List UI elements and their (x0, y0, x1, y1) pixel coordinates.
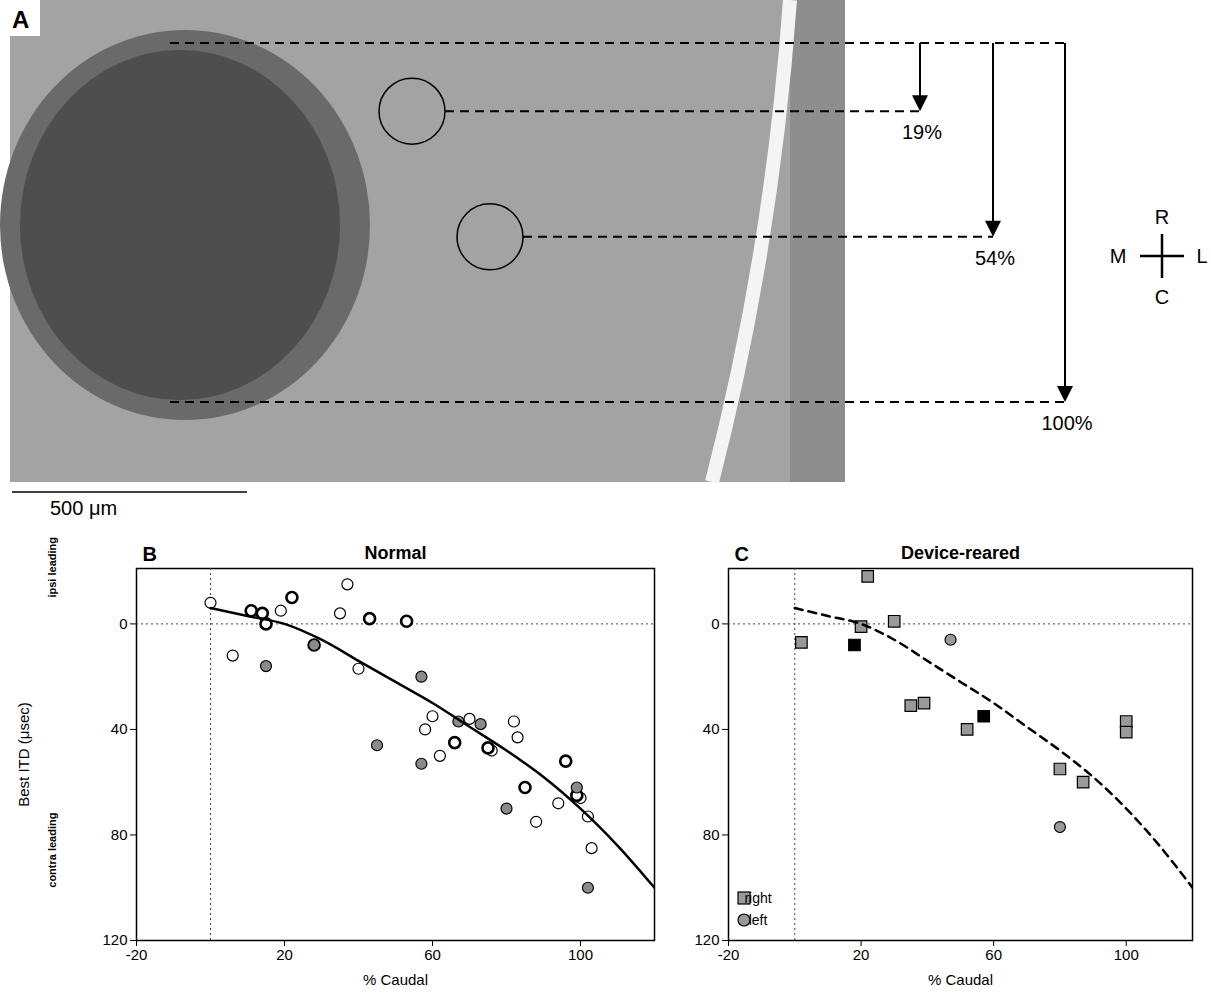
svg-text:ipsi leading: ipsi leading (46, 537, 58, 598)
svg-text:contra leading: contra leading (46, 813, 58, 888)
svg-text:0: 0 (119, 615, 127, 632)
svg-text:20: 20 (853, 946, 870, 963)
svg-text:Best ITD (μsec): Best ITD (μsec) (15, 702, 32, 807)
svg-text:R: R (1155, 206, 1169, 228)
svg-text:left: left (749, 912, 768, 928)
svg-text:40: 40 (703, 720, 720, 737)
svg-text:80: 80 (703, 826, 720, 843)
svg-text:100%: 100% (1041, 412, 1092, 434)
svg-text:120: 120 (694, 931, 719, 948)
svg-text:C: C (1155, 286, 1169, 308)
svg-text:C: C (735, 543, 749, 565)
svg-text:right: right (744, 890, 771, 906)
svg-text:Device-reared: Device-reared (901, 543, 1020, 563)
svg-text:B: B (143, 543, 157, 565)
svg-text:500 μm: 500 μm (50, 497, 117, 519)
svg-text:-20: -20 (718, 946, 740, 963)
svg-text:100: 100 (568, 946, 593, 963)
svg-text:A: A (12, 6, 29, 33)
svg-text:% Caudal: % Caudal (928, 971, 993, 988)
svg-text:54%: 54% (975, 247, 1015, 269)
svg-text:20: 20 (276, 946, 293, 963)
svg-text:% Caudal: % Caudal (363, 971, 428, 988)
svg-text:-20: -20 (126, 946, 148, 963)
svg-text:0: 0 (711, 615, 719, 632)
svg-text:80: 80 (111, 826, 128, 843)
svg-text:M: M (1110, 245, 1127, 267)
svg-text:60: 60 (985, 946, 1002, 963)
svg-text:120: 120 (102, 931, 127, 948)
svg-text:Normal: Normal (364, 543, 426, 563)
svg-text:100: 100 (1114, 946, 1139, 963)
svg-text:19%: 19% (902, 121, 942, 143)
svg-text:60: 60 (424, 946, 441, 963)
svg-text:40: 40 (111, 720, 128, 737)
svg-text:L: L (1196, 245, 1207, 267)
